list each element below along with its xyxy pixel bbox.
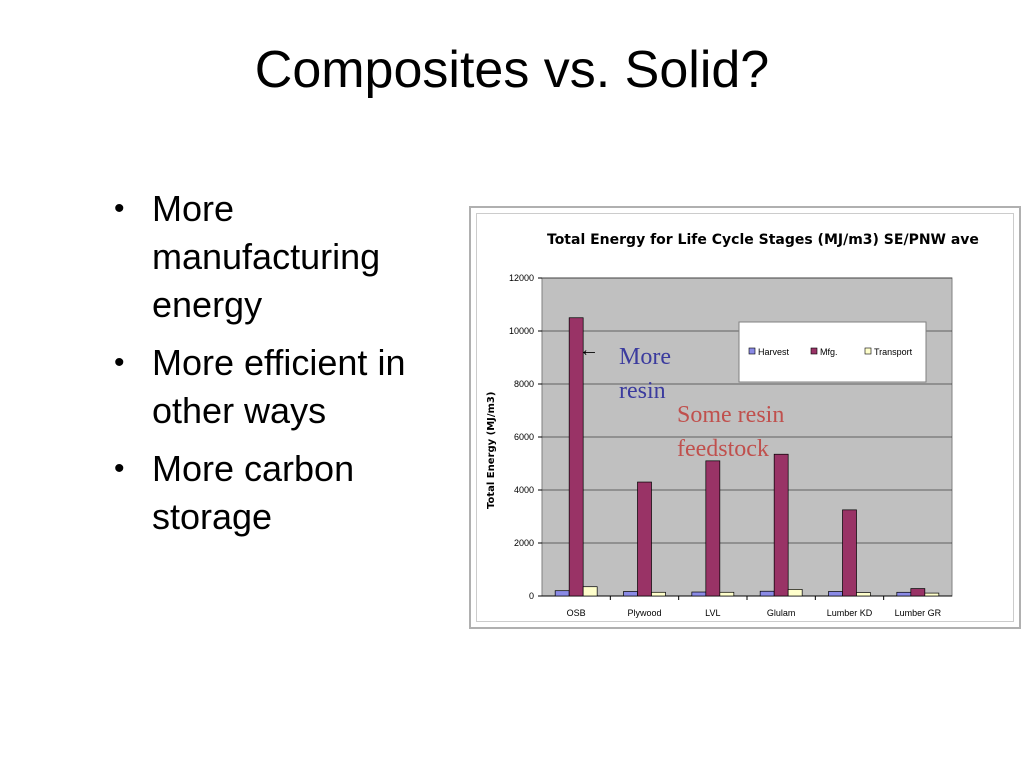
legend-box xyxy=(738,321,927,383)
chart-frame: Total Energy for Life Cycle Stages (MJ/m… xyxy=(469,206,1021,629)
bullet-text: More carbon storage xyxy=(152,448,355,537)
slide-title: Composites vs. Solid? xyxy=(254,41,770,99)
bar-transport xyxy=(582,586,598,597)
x-tick-label: OSB xyxy=(567,608,586,618)
bar-mfg xyxy=(705,460,721,597)
annotation-line: feedstock xyxy=(677,436,769,462)
bar-mfg xyxy=(910,588,926,597)
x-tick-label: Lumber GR xyxy=(895,608,942,618)
bullet-dot: • xyxy=(114,452,125,485)
y-tick-label: 2000 xyxy=(514,538,534,548)
bar-harvest xyxy=(759,590,775,597)
x-tick-label: Lumber KD xyxy=(827,608,873,618)
annotation-line: Some resin xyxy=(677,402,785,428)
x-tick-label: Plywood xyxy=(627,608,661,618)
annotation-more-resin: More resin xyxy=(619,340,671,408)
chart-title: Total Energy for Life Cycle Stages (MJ/m… xyxy=(547,232,979,248)
bar-mfg xyxy=(842,509,857,597)
y-tick-label: 12000 xyxy=(509,273,534,283)
y-tick-label: 10000 xyxy=(509,326,534,336)
legend-label: Mfg. xyxy=(820,347,838,357)
bullet-text: More efficient in other ways xyxy=(152,342,406,431)
bar-transport xyxy=(651,591,666,597)
y-tick-label: 4000 xyxy=(514,485,534,495)
bar-mfg xyxy=(773,453,789,597)
bar-transport xyxy=(856,592,871,597)
bar-harvest xyxy=(554,590,570,597)
y-tick-label: 6000 xyxy=(514,432,534,442)
x-tick-label: LVL xyxy=(705,608,720,618)
bar-mfg xyxy=(568,317,584,597)
bar-mfg xyxy=(637,481,652,597)
y-tick-label: 0 xyxy=(529,591,534,601)
bar-transport xyxy=(787,589,803,597)
annotation-arrow-icon: ← xyxy=(579,339,599,361)
annotation-line: resin xyxy=(619,378,666,404)
bullet-text: More manufacturing energy xyxy=(152,188,381,325)
bar-harvest xyxy=(691,591,707,597)
legend-swatch xyxy=(810,347,818,355)
legend-swatch xyxy=(748,347,756,355)
x-tick-label: Glulam xyxy=(767,608,796,618)
bullet-list: • More manufacturing energy • More efficie… xyxy=(108,185,468,551)
bullet-item: • More efficient in other ways xyxy=(108,339,468,435)
bullet-item: • More manufacturing energy xyxy=(108,185,468,329)
bar-transport xyxy=(719,591,735,597)
legend-label: Transport xyxy=(874,347,913,357)
bullet-item: • More carbon storage xyxy=(108,445,468,541)
bullet-dot: • xyxy=(114,346,125,379)
annotation-some-resin: Some resin feedstock xyxy=(677,398,784,466)
bar-transport xyxy=(924,592,940,597)
legend-label: Harvest xyxy=(758,347,790,357)
bar-harvest xyxy=(896,591,912,597)
y-tick-label: 8000 xyxy=(514,379,534,389)
annotation-line: More xyxy=(619,344,671,370)
bar-chart: 0 2000 4000 6000 8000 10000 12000 OSB Plywood LVL… xyxy=(509,273,953,618)
bullet-dot: • xyxy=(114,192,125,225)
bar-harvest xyxy=(623,591,638,597)
chart-area: Total Energy for Life Cycle Stages (MJ/m… xyxy=(476,213,1014,622)
legend-swatch xyxy=(864,347,872,355)
bar-harvest xyxy=(828,591,843,597)
